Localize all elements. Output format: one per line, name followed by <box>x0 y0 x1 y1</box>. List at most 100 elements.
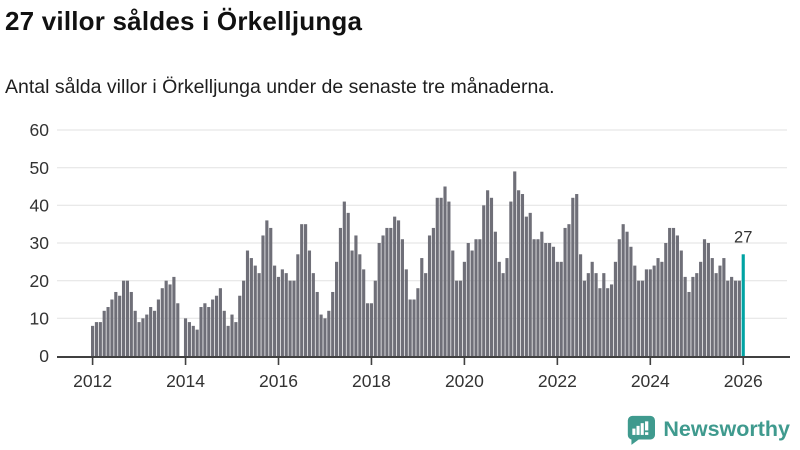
bar <box>590 261 594 356</box>
bar <box>733 280 738 356</box>
bar <box>579 254 583 356</box>
bar <box>621 224 625 356</box>
bar <box>358 254 362 356</box>
bar <box>342 201 346 356</box>
bar <box>551 246 556 356</box>
bar <box>544 243 548 356</box>
bar <box>242 280 246 356</box>
bar <box>156 299 160 356</box>
bar <box>284 273 288 356</box>
bar <box>323 318 327 356</box>
newsworthy-brand-link[interactable]: Newsworthy <box>626 414 790 445</box>
bar <box>637 280 641 356</box>
bar <box>234 322 238 356</box>
bar <box>559 261 563 356</box>
x-tick-label: 2020 <box>445 371 484 391</box>
bar <box>555 261 559 356</box>
bar <box>664 243 668 356</box>
bar <box>513 171 517 356</box>
bar <box>369 303 374 356</box>
y-tick-label: 20 <box>30 271 50 291</box>
bar <box>474 239 478 356</box>
bar <box>702 239 707 356</box>
bar <box>687 291 691 356</box>
bar <box>420 258 424 356</box>
bar <box>660 261 664 356</box>
bar <box>404 269 408 356</box>
bar <box>582 280 587 356</box>
bar <box>396 220 401 356</box>
y-tick-label: 0 <box>39 346 49 366</box>
bar <box>517 190 521 356</box>
bar <box>486 190 490 356</box>
y-tick-label: 30 <box>30 233 50 253</box>
x-tick-label: 2012 <box>73 371 112 391</box>
bar <box>408 299 412 356</box>
bar <box>497 261 501 356</box>
x-tick-label: 2024 <box>631 371 670 391</box>
bar <box>195 329 199 356</box>
bar <box>598 288 602 356</box>
bar <box>288 280 292 356</box>
highlight-value-label: 27 <box>734 228 752 246</box>
bar <box>125 280 130 356</box>
bar <box>133 310 137 356</box>
bar <box>447 201 451 356</box>
bar <box>563 227 567 356</box>
bar <box>439 197 443 356</box>
bar <box>296 254 300 356</box>
bar <box>98 322 102 356</box>
bar <box>114 291 118 356</box>
bar <box>191 325 195 356</box>
bar <box>540 231 544 356</box>
bar <box>176 303 180 356</box>
bar <box>315 291 319 356</box>
bar <box>199 307 203 356</box>
bar <box>629 246 633 356</box>
bar <box>354 235 358 356</box>
bar <box>377 243 381 356</box>
bar <box>683 276 687 356</box>
bar <box>613 261 618 356</box>
bar <box>141 318 145 356</box>
bar <box>300 224 304 356</box>
bar <box>160 288 164 356</box>
y-tick-label: 60 <box>30 120 50 140</box>
bar <box>722 258 726 356</box>
bar <box>203 303 207 356</box>
y-tick-label: 10 <box>30 308 50 328</box>
bar <box>207 307 211 356</box>
x-axis: 2012 2014 2016 2018 2020 2022 2024 2026 <box>57 356 790 391</box>
bar <box>346 212 350 356</box>
bar <box>633 265 637 356</box>
bar <box>424 273 428 356</box>
bar <box>726 280 730 356</box>
bar <box>137 322 141 356</box>
bar <box>594 273 598 356</box>
bar <box>524 216 528 356</box>
x-tick-label: 2018 <box>352 371 391 391</box>
bar <box>532 239 536 356</box>
bar <box>695 273 699 356</box>
bar <box>489 197 494 356</box>
bar <box>145 314 149 356</box>
bar <box>652 265 656 356</box>
bar <box>365 303 370 356</box>
bar <box>455 280 459 356</box>
bar <box>509 201 513 356</box>
bar <box>257 273 261 356</box>
bar <box>214 295 219 356</box>
bar <box>718 265 722 356</box>
bar <box>431 227 435 356</box>
x-tick-label: 2026 <box>724 371 763 391</box>
bar <box>292 280 296 356</box>
bar <box>172 276 176 356</box>
bar <box>416 288 420 356</box>
bar <box>679 250 683 356</box>
bar <box>307 250 312 356</box>
chart-subtitle: Antal sålda villor i Örkelljunga under d… <box>5 76 555 98</box>
bar <box>586 273 590 356</box>
bar <box>548 243 552 356</box>
